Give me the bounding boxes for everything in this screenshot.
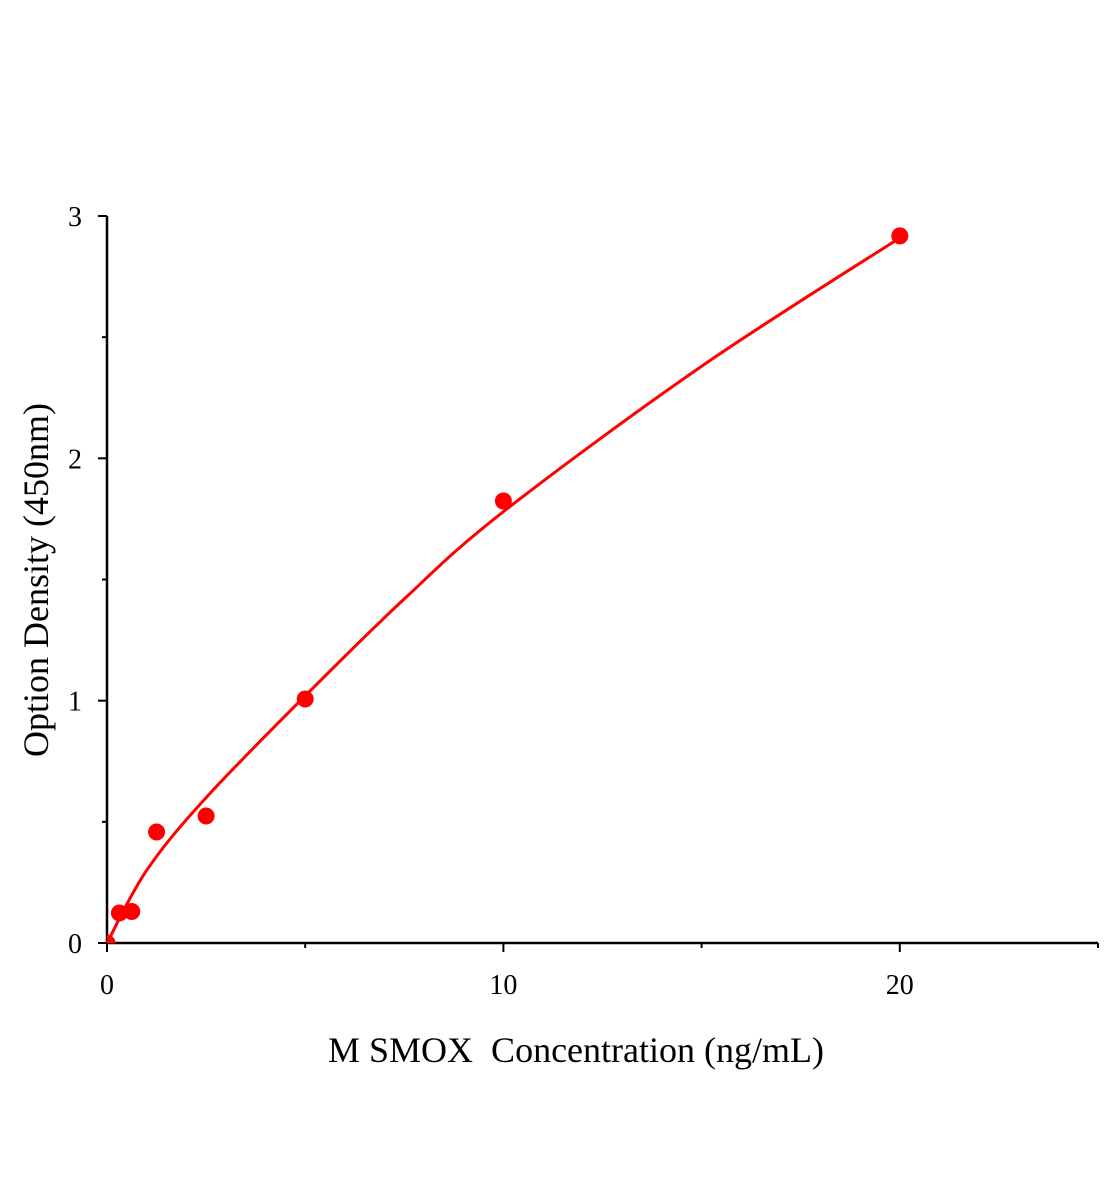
- data-point: [494, 492, 512, 510]
- data-point: [107, 934, 116, 943]
- x-tick-label: 0: [100, 970, 114, 1001]
- y-tick-label: 1: [68, 687, 82, 718]
- fit-curve: [105, 236, 901, 944]
- data-point: [891, 227, 909, 245]
- data-point: [110, 904, 128, 922]
- fit-curve-group: [105, 236, 901, 944]
- x-tick-label: 10: [489, 970, 517, 1001]
- y-tick-label: 2: [68, 444, 82, 475]
- y-tick-label: 0: [68, 929, 82, 960]
- x-axis-label: M SMOX Concentration (ng/mL): [328, 1030, 824, 1070]
- axes: 0 10 20 0 1 2 3: [68, 202, 1099, 1001]
- y-axis-label: Option Density (450nm): [16, 403, 56, 757]
- data-points-group: [107, 227, 909, 943]
- y-tick-label: 3: [68, 202, 82, 233]
- x-tick-label: 20: [886, 970, 914, 1001]
- data-point: [197, 807, 215, 825]
- data-point: [296, 690, 314, 708]
- data-point: [148, 823, 166, 841]
- data-point: [123, 902, 141, 920]
